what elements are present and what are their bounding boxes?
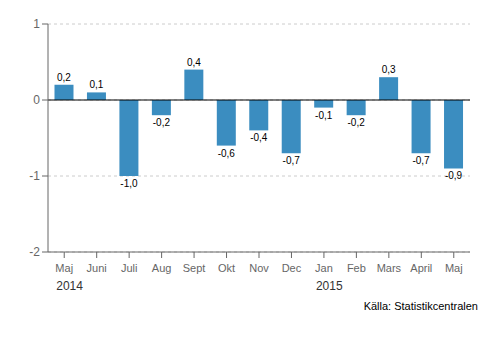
svg-text:Juni: Juni — [87, 262, 107, 274]
svg-text:-1: -1 — [29, 169, 40, 183]
svg-text:Okt: Okt — [218, 262, 235, 274]
svg-text:-2: -2 — [29, 245, 40, 259]
svg-text:Juli: Juli — [121, 262, 138, 274]
svg-text:1: 1 — [33, 17, 40, 31]
svg-text:Sept: Sept — [183, 262, 206, 274]
svg-text:2014: 2014 — [56, 279, 83, 293]
svg-text:Dec: Dec — [282, 262, 302, 274]
svg-text:Feb: Feb — [347, 262, 366, 274]
svg-text:-0,9: -0,9 — [445, 170, 463, 181]
svg-text:-0,4: -0,4 — [250, 132, 268, 143]
svg-text:-1,0: -1,0 — [120, 178, 138, 189]
svg-text:0: 0 — [33, 93, 40, 107]
svg-text:Maj: Maj — [55, 262, 73, 274]
svg-text:0,1: 0,1 — [90, 79, 104, 90]
svg-text:Jan: Jan — [315, 262, 333, 274]
svg-text:-0,6: -0,6 — [218, 148, 236, 159]
svg-text:April: April — [410, 262, 432, 274]
svg-text:2015: 2015 — [316, 279, 343, 293]
svg-text:-0,2: -0,2 — [348, 117, 366, 128]
svg-text:0,2: 0,2 — [57, 72, 71, 83]
svg-text:0,3: 0,3 — [382, 64, 396, 75]
svg-text:-0,7: -0,7 — [412, 155, 430, 166]
html-text:Källa: Statistikcentralen: Källa: Statistikcentralen — [363, 300, 478, 312]
svg-text:0,4: 0,4 — [187, 57, 201, 68]
svg-text:-0,1: -0,1 — [315, 110, 333, 121]
svg-text:Mars: Mars — [377, 262, 402, 274]
svg-text:-0,7: -0,7 — [283, 155, 301, 166]
svg-text:Nov: Nov — [249, 262, 269, 274]
svg-text:Maj: Maj — [445, 262, 463, 274]
svg-text:Aug: Aug — [152, 262, 172, 274]
svg-text:-0,2: -0,2 — [153, 117, 171, 128]
